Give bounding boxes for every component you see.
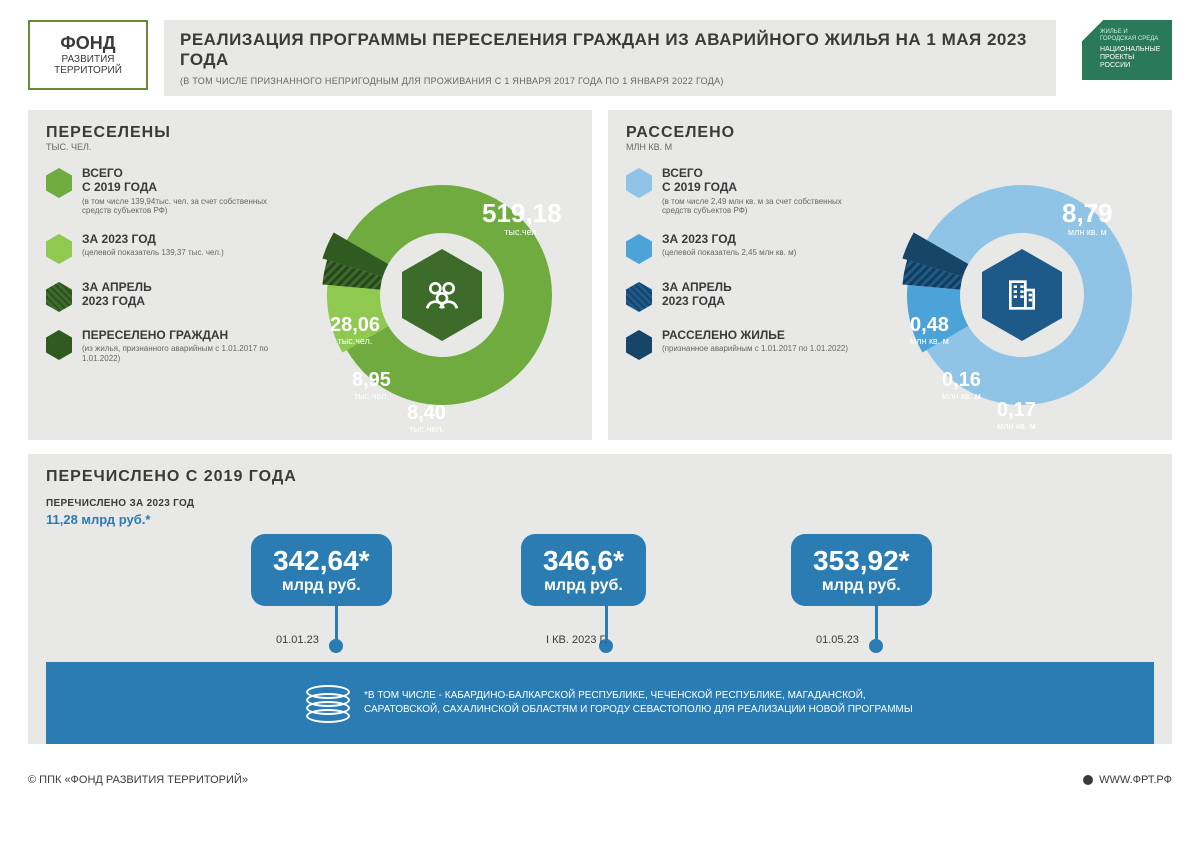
legend-note: (целевой показатель 139,37 тыс. чел.) (82, 248, 224, 258)
timeline-dot (869, 639, 883, 653)
donut-value: 28,06тыс.чел. (330, 315, 380, 346)
legend-sub: С 2019 ГОДА (662, 180, 856, 194)
logo-line2: РАЗВИТИЯ (62, 54, 115, 65)
timeline-bar: *В ТОМ ЧИСЛЕ - КАБАРДИНО-БАЛКАРСКОЙ РЕСП… (46, 662, 1154, 744)
timeline-stem (335, 604, 338, 644)
hexagon-icon (626, 234, 652, 264)
donut-value: 8,95тыс.чел. (352, 370, 391, 401)
timeline-date: I КВ. 2023 Г. (546, 634, 607, 646)
footer-left: © ППК «ФОНД РАЗВИТИЯ ТЕРРИТОРИЙ» (28, 774, 248, 786)
legend-label: ВСЕГО (82, 166, 276, 180)
logo-word: ФОНД (60, 34, 115, 54)
hexagon-icon (626, 330, 652, 360)
donut-value: 8,40тыс.чел. (407, 403, 446, 434)
legend-label: ЗА 2023 ГОД (82, 232, 224, 246)
hexagon-icon (46, 168, 72, 198)
panel-unit: ТЫС. ЧЕЛ. (46, 142, 574, 152)
legend-note: (из жилья, признанного аварийным с 1.01.… (82, 344, 276, 363)
legend-item: ЗА АПРЕЛЬ2023 ГОДА (46, 280, 276, 312)
hexagon-icon (626, 168, 652, 198)
coins-icon (306, 683, 350, 723)
legend-item: ЗА 2023 ГОД (целевой показатель 2,45 млн … (626, 232, 856, 264)
panel-unit: МЛН КВ. М (626, 142, 1154, 152)
page-title: РЕАЛИЗАЦИЯ ПРОГРАММЫ ПЕРЕСЕЛЕНИЯ ГРАЖДАН… (180, 30, 1040, 70)
panel-title: ПЕРЕЧИСЛЕНО С 2019 ГОДА (46, 468, 1154, 486)
title-block: РЕАЛИЗАЦИЯ ПРОГРАММЫ ПЕРЕСЕЛЕНИЯ ГРАЖДАН… (164, 20, 1056, 96)
panel-title: ПЕРЕСЕЛЕНЫ (46, 124, 574, 142)
panel-title: РАССЕЛЕНО (626, 124, 1154, 142)
donut-left: 519,18тыс.чел.28,06тыс.чел.8,95тыс.чел.8… (312, 165, 572, 425)
panel-resettled-housing: РАССЕЛЕНО МЛН КВ. М ВСЕГОС 2019 ГОДА (в т… (608, 110, 1172, 440)
donut-value: 519,18тыс.чел. (482, 200, 562, 237)
legend-sub: 2023 ГОДА (662, 294, 732, 308)
footer: © ППК «ФОНД РАЗВИТИЯ ТЕРРИТОРИЙ» WWW.ФРТ… (0, 764, 1200, 786)
timeline-stem (875, 604, 878, 644)
transferred-sub1: ПЕРЕЧИСЛЕНО ЗА 2023 ГОД (46, 498, 1154, 509)
panel-resettled-people: ПЕРЕСЕЛЕНЫ ТЫС. ЧЕЛ. ВСЕГОС 2019 ГОДА (в … (28, 110, 592, 440)
footer-url: WWW.ФРТ.РФ (1099, 774, 1172, 786)
timeline: *В ТОМ ЧИСЛЕ - КАБАРДИНО-БАЛКАРСКОЙ РЕСП… (46, 534, 1154, 744)
page-subtitle: (В ТОМ ЧИСЛЕ ПРИЗНАННОГО НЕПРИГОДНЫМ ДЛЯ… (180, 76, 1040, 86)
hexagon-icon (46, 330, 72, 360)
donut-value: 8,79млн кв. м (1062, 200, 1113, 237)
donut-value: 0,16млн кв. м (942, 370, 981, 401)
legend-item: ПЕРЕСЕЛЕНО ГРАЖДАН (из жилья, признанного… (46, 328, 276, 364)
hexagon-icon (46, 282, 72, 312)
legend-label: ЗА 2023 ГОД (662, 232, 796, 246)
national-projects-badge: ЖИЛЬЕ И ГОРОДСКАЯ СРЕДА НАЦИОНАЛЬНЫЕ ПРО… (1072, 20, 1172, 85)
timeline-bubble: 346,6*млрд руб. (521, 534, 646, 606)
donut-value: 0,48млн кв. м (910, 315, 949, 346)
legend-label: ЗА АПРЕЛЬ (82, 280, 152, 294)
footer-right: WWW.ФРТ.РФ (1083, 774, 1172, 786)
logo-line3: ТЕРРИТОРИЙ (54, 65, 122, 76)
legend-sub: С 2019 ГОДА (82, 180, 276, 194)
timeline-dot (329, 639, 343, 653)
timeline-date: 01.01.23 (276, 634, 319, 646)
donut-value: 0,17млн кв. м (997, 400, 1036, 431)
header: ФОНД РАЗВИТИЯ ТЕРРИТОРИЙ РЕАЛИЗАЦИЯ ПРОГ… (28, 20, 1172, 96)
legend-note: (целевой показатель 2,45 млн кв. м) (662, 248, 796, 258)
badge-main: НАЦИОНАЛЬНЫЕ ПРОЕКТЫ РОССИИ (1100, 46, 1164, 71)
legend-label: РАССЕЛЕНО ЖИЛЬЕ (662, 328, 848, 342)
legend-note: (в том числе 2,49 млн кв. м за счет собс… (662, 197, 856, 216)
legend-item: ВСЕГОС 2019 ГОДА (в том числе 2,49 млн кв… (626, 166, 856, 216)
logo: ФОНД РАЗВИТИЯ ТЕРРИТОРИЙ (28, 20, 148, 90)
timeline-bubble: 353,92*млрд руб. (791, 534, 932, 606)
timeline-note: *В ТОМ ЧИСЛЕ - КАБАРДИНО-БАЛКАРСКОЙ РЕСП… (364, 689, 924, 717)
hexagon-icon (46, 234, 72, 264)
legend-item: РАССЕЛЕНО ЖИЛЬЕ (признанное аварийным с 1… (626, 328, 856, 360)
legend-label: ВСЕГО (662, 166, 856, 180)
legend-label: ЗА АПРЕЛЬ (662, 280, 732, 294)
donut-right: 8,79млн кв. м0,48млн кв. м0,16млн кв. м0… (892, 165, 1152, 425)
legend-note: (признанное аварийным с 1.01.2017 по 1.0… (662, 344, 848, 354)
legend-note: (в том числе 139,94тыс. чел. за счет соб… (82, 197, 276, 216)
legend-label: ПЕРЕСЕЛЕНО ГРАЖДАН (82, 328, 276, 342)
hexagon-icon (626, 282, 652, 312)
badge-top: ЖИЛЬЕ И ГОРОДСКАЯ СРЕДА (1100, 29, 1164, 43)
legend-item: ВСЕГОС 2019 ГОДА (в том числе 139,94тыс. … (46, 166, 276, 216)
legend-item: ЗА АПРЕЛЬ2023 ГОДА (626, 280, 856, 312)
panel-transferred: ПЕРЕЧИСЛЕНО С 2019 ГОДА ПЕРЕЧИСЛЕНО ЗА 2… (28, 454, 1172, 744)
transferred-sub2: 11,28 млрд руб.* (46, 512, 1154, 527)
timeline-date: 01.05.23 (816, 634, 859, 646)
legend-item: ЗА 2023 ГОД (целевой показатель 139,37 ты… (46, 232, 276, 264)
timeline-bubble: 342,64*млрд руб. (251, 534, 392, 606)
legend-sub: 2023 ГОДА (82, 294, 152, 308)
